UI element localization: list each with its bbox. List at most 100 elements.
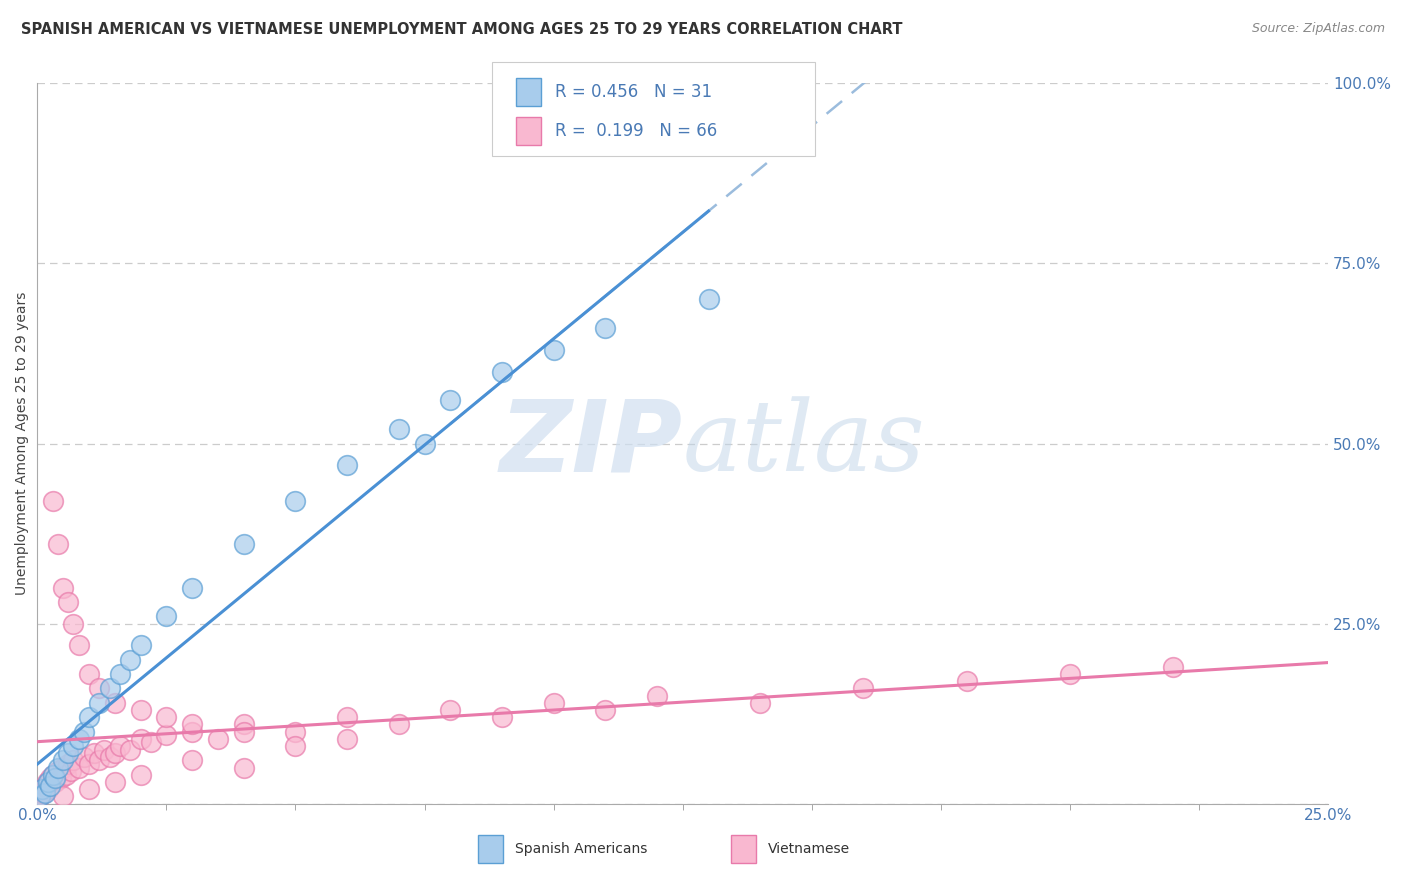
Point	[595, 703, 617, 717]
Point	[336, 458, 359, 472]
Point	[120, 652, 142, 666]
Point	[284, 739, 307, 753]
Point	[232, 761, 254, 775]
Point	[52, 581, 75, 595]
Y-axis label: Unemployment Among Ages 25 to 29 years: Unemployment Among Ages 25 to 29 years	[15, 292, 30, 595]
Point	[37, 782, 59, 797]
Point	[108, 739, 131, 753]
Point	[232, 724, 254, 739]
Point	[491, 364, 513, 378]
Point	[52, 761, 75, 775]
Point	[645, 689, 668, 703]
Point	[42, 768, 65, 782]
Point	[52, 789, 75, 804]
Point	[207, 731, 229, 746]
Point	[232, 717, 254, 731]
Text: ZIP: ZIP	[499, 395, 683, 492]
Point	[1059, 667, 1081, 681]
Point	[852, 681, 875, 696]
Point	[181, 724, 204, 739]
Point	[59, 764, 82, 779]
Point	[155, 728, 177, 742]
Point	[62, 739, 84, 753]
Point	[83, 746, 105, 760]
Point	[89, 681, 111, 696]
Point	[62, 616, 84, 631]
Point	[155, 609, 177, 624]
Point	[52, 753, 75, 767]
Point	[42, 494, 65, 508]
Point	[129, 731, 152, 746]
Point	[39, 772, 62, 786]
Point	[46, 761, 69, 775]
Point	[129, 703, 152, 717]
Point	[31, 782, 53, 797]
Point	[58, 746, 80, 760]
Point	[89, 753, 111, 767]
Point	[49, 772, 72, 786]
Point	[46, 537, 69, 551]
Point	[77, 757, 100, 772]
Point	[543, 696, 565, 710]
Point	[35, 775, 58, 789]
Point	[104, 696, 127, 710]
Point	[104, 746, 127, 760]
Point	[181, 753, 204, 767]
Point	[155, 710, 177, 724]
Text: R =  0.199   N = 66: R = 0.199 N = 66	[555, 122, 717, 140]
Point	[181, 581, 204, 595]
Point	[67, 761, 90, 775]
Point	[104, 775, 127, 789]
Point	[1161, 660, 1184, 674]
Point	[108, 667, 131, 681]
Point	[37, 775, 59, 789]
Point	[956, 674, 979, 689]
Text: SPANISH AMERICAN VS VIETNAMESE UNEMPLOYMENT AMONG AGES 25 TO 29 YEARS CORRELATIO: SPANISH AMERICAN VS VIETNAMESE UNEMPLOYM…	[21, 22, 903, 37]
Point	[46, 764, 69, 779]
Point	[42, 768, 65, 782]
Point	[491, 710, 513, 724]
Point	[73, 724, 96, 739]
Point	[77, 710, 100, 724]
Point	[93, 742, 115, 756]
Point	[336, 731, 359, 746]
Point	[44, 772, 66, 786]
Point	[284, 494, 307, 508]
Point	[439, 393, 461, 408]
Point	[284, 724, 307, 739]
Text: R = 0.456   N = 31: R = 0.456 N = 31	[555, 83, 713, 101]
Point	[595, 321, 617, 335]
Point	[439, 703, 461, 717]
Point	[98, 749, 121, 764]
Text: Spanish Americans: Spanish Americans	[515, 842, 647, 856]
Point	[62, 753, 84, 767]
Point	[129, 768, 152, 782]
Point	[55, 768, 77, 782]
Point	[58, 595, 80, 609]
Point	[77, 782, 100, 797]
Point	[67, 638, 90, 652]
Point	[413, 436, 436, 450]
Point	[543, 343, 565, 357]
Point	[336, 710, 359, 724]
Point	[120, 742, 142, 756]
Text: atlas: atlas	[683, 396, 925, 491]
Point	[39, 779, 62, 793]
Point	[67, 731, 90, 746]
Point	[28, 789, 51, 804]
Point	[139, 735, 162, 749]
Point	[30, 786, 52, 800]
Point	[181, 717, 204, 731]
Point	[388, 717, 411, 731]
Point	[32, 786, 55, 800]
Point	[28, 789, 51, 804]
Point	[388, 422, 411, 436]
Point	[232, 537, 254, 551]
Point	[749, 696, 772, 710]
Text: Source: ZipAtlas.com: Source: ZipAtlas.com	[1251, 22, 1385, 36]
Point	[697, 293, 720, 307]
Point	[89, 696, 111, 710]
Text: Vietnamese: Vietnamese	[768, 842, 849, 856]
Point	[58, 757, 80, 772]
Point	[31, 782, 53, 797]
